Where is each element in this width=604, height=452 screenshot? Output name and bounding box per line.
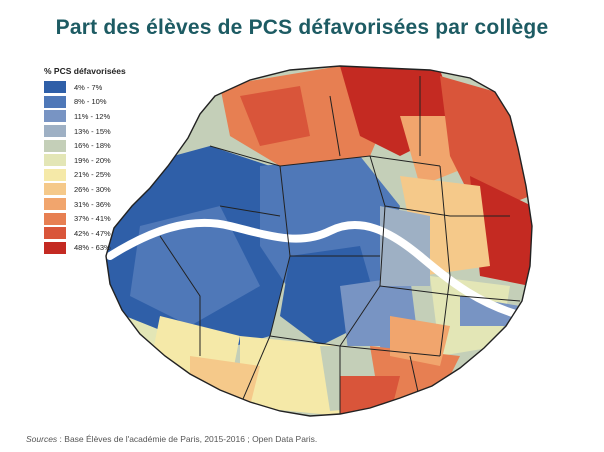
legend-item: 31% - 36%	[44, 197, 154, 212]
legend-label: 21% - 25%	[74, 170, 111, 180]
legend-item: 11% - 12%	[44, 109, 154, 124]
source-note: Sources : Base Élèves de l'académie de P…	[26, 434, 317, 444]
source-prefix: Sources	[26, 434, 58, 444]
legend-swatch	[44, 154, 66, 167]
legend-label: 16% - 18%	[74, 141, 111, 151]
legend-label: 19% - 20%	[74, 155, 111, 165]
legend-swatch	[44, 227, 66, 240]
legend-label: 48% - 63%	[74, 243, 111, 253]
legend-swatch	[44, 241, 66, 254]
legend-label: 13% - 15%	[74, 126, 111, 136]
source-text: : Base Élèves de l'académie de Paris, 20…	[57, 434, 318, 444]
legend-swatch	[44, 168, 66, 181]
legend-item: 16% - 18%	[44, 138, 154, 153]
legend-swatch	[44, 183, 66, 196]
legend-label: 11% - 12%	[74, 111, 111, 121]
legend-item: 37% - 41%	[44, 211, 154, 226]
legend-label: 4% - 7%	[74, 82, 103, 92]
legend-label: 8% - 10%	[74, 97, 107, 107]
legend-label: 42% - 47%	[74, 228, 111, 238]
legend-item: 8% - 10%	[44, 95, 154, 110]
legend-item: 42% - 47%	[44, 226, 154, 241]
legend-swatch	[44, 125, 66, 138]
map-title: Part des élèves de PCS défavorisées par …	[55, 16, 549, 39]
legend-label: 37% - 41%	[74, 214, 111, 224]
map-legend: % PCS défavorisées 4% - 7% 8% - 10% 11% - …	[44, 66, 154, 255]
legend-item: 21% - 25%	[44, 168, 154, 183]
legend-swatch	[44, 95, 66, 108]
legend-title: % PCS défavorisées	[44, 66, 126, 76]
legend-item: 26% - 30%	[44, 182, 154, 197]
legend-swatch	[44, 139, 66, 152]
legend-swatch	[44, 212, 66, 225]
paris-choropleth-map	[105, 65, 533, 417]
legend-item: 48% - 63%	[44, 241, 154, 256]
legend-item: 19% - 20%	[44, 153, 154, 168]
legend-swatch	[44, 198, 66, 211]
legend-swatch	[44, 81, 66, 94]
legend-label: 26% - 30%	[74, 184, 111, 194]
legend-swatch	[44, 110, 66, 123]
legend-item: 4% - 7%	[44, 80, 154, 95]
legend-item: 13% - 15%	[44, 124, 154, 139]
legend-label: 31% - 36%	[74, 199, 111, 209]
